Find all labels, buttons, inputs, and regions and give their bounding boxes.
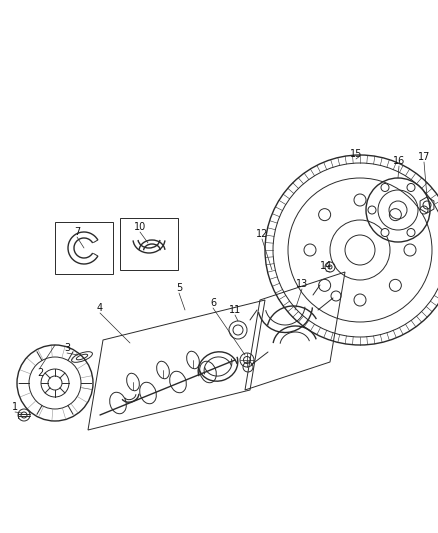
Text: 17: 17 (418, 152, 430, 162)
Circle shape (381, 229, 389, 237)
Bar (120, 218, 178, 270)
Text: 13: 13 (296, 279, 308, 289)
Text: 11: 11 (229, 305, 241, 315)
Circle shape (389, 279, 401, 292)
Circle shape (318, 208, 331, 221)
Text: 10: 10 (134, 222, 146, 232)
Circle shape (318, 279, 331, 292)
Text: 1: 1 (12, 402, 18, 412)
Circle shape (389, 208, 401, 221)
Bar (55, 222, 113, 274)
Circle shape (354, 194, 366, 206)
Text: 15: 15 (350, 149, 362, 159)
Text: 7: 7 (74, 227, 80, 237)
Circle shape (407, 183, 415, 191)
Text: 3: 3 (64, 343, 70, 353)
Text: 12: 12 (256, 229, 268, 239)
Text: 5: 5 (176, 283, 182, 293)
Circle shape (381, 183, 389, 191)
Circle shape (407, 229, 415, 237)
Circle shape (354, 294, 366, 306)
Text: 14: 14 (320, 261, 332, 271)
Text: 6: 6 (210, 298, 216, 308)
Circle shape (368, 206, 376, 214)
Text: 4: 4 (97, 303, 103, 313)
Circle shape (304, 244, 316, 256)
Circle shape (404, 244, 416, 256)
Circle shape (420, 206, 428, 214)
Text: 2: 2 (37, 368, 43, 378)
Text: 16: 16 (393, 156, 405, 166)
